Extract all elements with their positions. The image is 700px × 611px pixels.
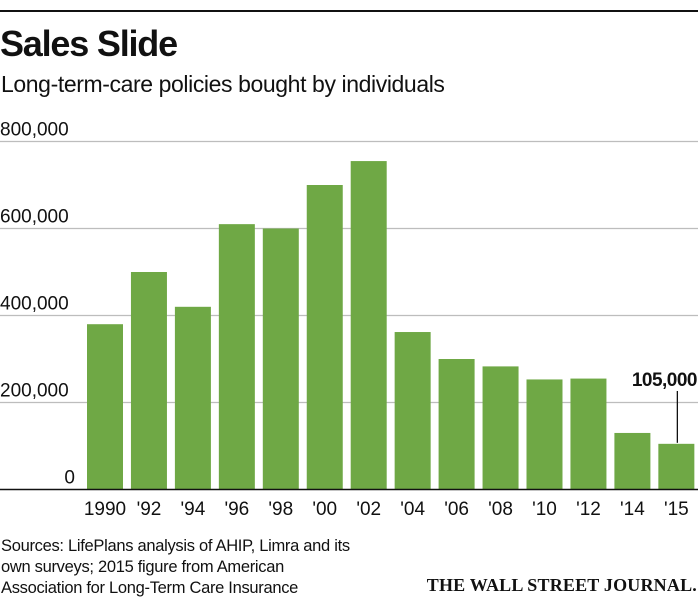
x-tick-label: '02: [356, 499, 381, 520]
top-rule: [0, 10, 698, 12]
chart-subtitle: Long-term-care policies bought by indivi…: [1, 71, 445, 97]
bar: [570, 378, 607, 490]
x-tick-label: '98: [268, 499, 293, 520]
x-tick-label: '06: [444, 499, 469, 520]
y-tick-label: 0: [64, 468, 75, 489]
x-tick-label: 1990: [84, 499, 126, 520]
y-tick-label: 600,000: [0, 207, 69, 228]
bar: [394, 332, 431, 490]
y-tick-label: 400,000: [0, 294, 69, 315]
x-tick-label: '15: [664, 499, 689, 520]
y-axis-ticks: 0 200,000 400,000 600,000 800,000: [0, 120, 75, 489]
bar: [614, 432, 651, 490]
bar: [438, 359, 475, 490]
x-tick-label: '10: [532, 499, 557, 520]
annotation-label: 105,000: [632, 370, 697, 391]
annotations: 105,000: [632, 370, 698, 443]
x-tick-label: '96: [224, 499, 249, 520]
x-tick-label: '92: [137, 499, 162, 520]
bar: [130, 272, 167, 490]
bars: [87, 161, 695, 490]
publisher-logo: THE WALL STREET JOURNAL.: [426, 575, 697, 595]
bar: [306, 185, 343, 490]
bar: [174, 306, 211, 490]
bar: [262, 228, 299, 490]
x-tick-label: '04: [400, 499, 425, 520]
bar: [658, 443, 695, 490]
x-tick-label: '08: [488, 499, 513, 520]
y-tick-label: 200,000: [0, 381, 69, 402]
bar: [87, 324, 123, 490]
x-tick-label: '00: [312, 499, 337, 520]
bar: [218, 224, 255, 490]
bar: [482, 366, 519, 490]
x-tick-label: '12: [576, 499, 601, 520]
x-axis-ticks: 1990 '92 '94 '96 '98 '00 '02 '04 '06 '08 '10 '12 '14…: [84, 499, 689, 520]
x-tick-label: '94: [181, 499, 206, 520]
bar: [350, 161, 387, 490]
bar: [526, 379, 563, 490]
x-tick-label: '14: [620, 499, 645, 520]
chart-title: Sales Slide: [0, 23, 178, 64]
y-tick-label: 800,000: [0, 120, 69, 141]
sources-note: Sources: LifePlans analysis of AHIP, Lim…: [1, 537, 350, 597]
